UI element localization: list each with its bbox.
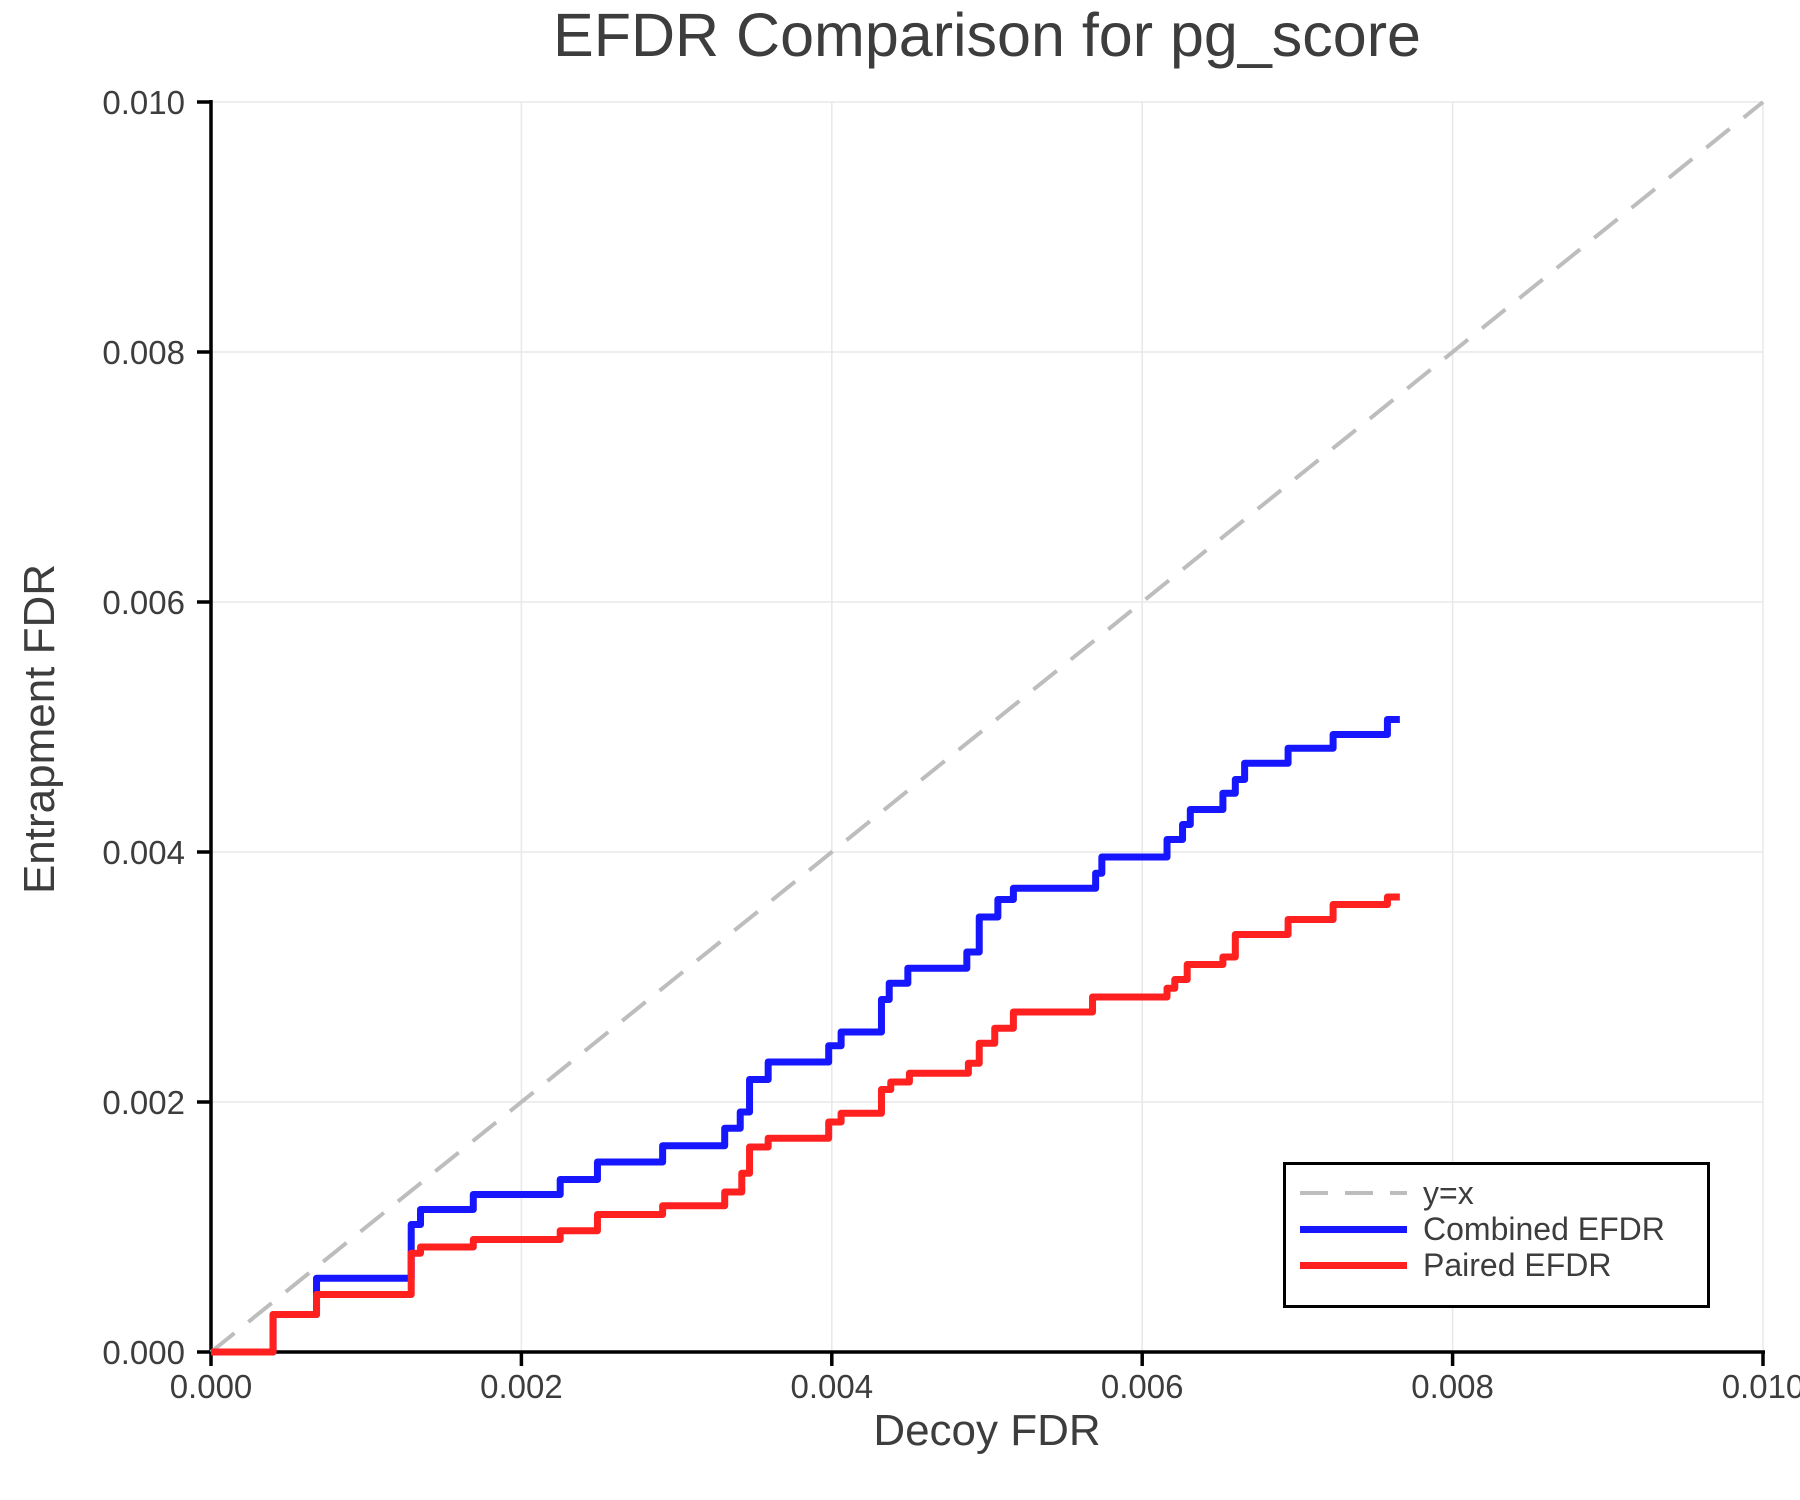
series-line-combined-efdr <box>211 716 1400 1356</box>
legend-combined-line-sample <box>1300 1225 1407 1233</box>
legend-row-identity: y=x <box>1300 1175 1707 1211</box>
legend-row-combined: Combined EFDR <box>1300 1211 1707 1247</box>
x-tick-label: 0.000 <box>170 1368 253 1405</box>
legend-label-identity: y=x <box>1423 1174 1474 1211</box>
legend-row-paired: Paired EFDR <box>1300 1247 1707 1283</box>
legend-label-paired: Paired EFDR <box>1423 1246 1612 1283</box>
y-axis-label: Entrapment FDR <box>15 563 64 895</box>
x-tick-label: 0.010 <box>1722 1368 1800 1405</box>
legend-label-combined: Combined EFDR <box>1423 1210 1665 1247</box>
y-tick-label: 0.004 <box>102 834 185 871</box>
x-tick-label: 0.004 <box>791 1368 874 1405</box>
legend: y=x Combined EFDR Paired EFDR <box>1283 1162 1710 1308</box>
identity-line <box>209 100 1765 1354</box>
x-tick-label: 0.006 <box>1101 1368 1184 1405</box>
y-tick-label: 0.008 <box>102 334 185 371</box>
y-tick-label: 0.000 <box>102 1334 185 1371</box>
series-line-paired-efdr <box>211 893 1400 1356</box>
y-tick-label: 0.010 <box>102 84 185 121</box>
y-tick-label: 0.006 <box>102 584 185 621</box>
x-tick-label: 0.008 <box>1411 1368 1494 1405</box>
legend-paired-line-sample <box>1300 1261 1407 1269</box>
x-tick-label: 0.002 <box>480 1368 563 1405</box>
chart-title: EFDR Comparison for pg_score <box>553 1 1421 69</box>
legend-dashed-line-sample <box>1300 1191 1407 1195</box>
x-axis-label: Decoy FDR <box>873 1406 1101 1455</box>
y-tick-label: 0.002 <box>102 1084 185 1121</box>
